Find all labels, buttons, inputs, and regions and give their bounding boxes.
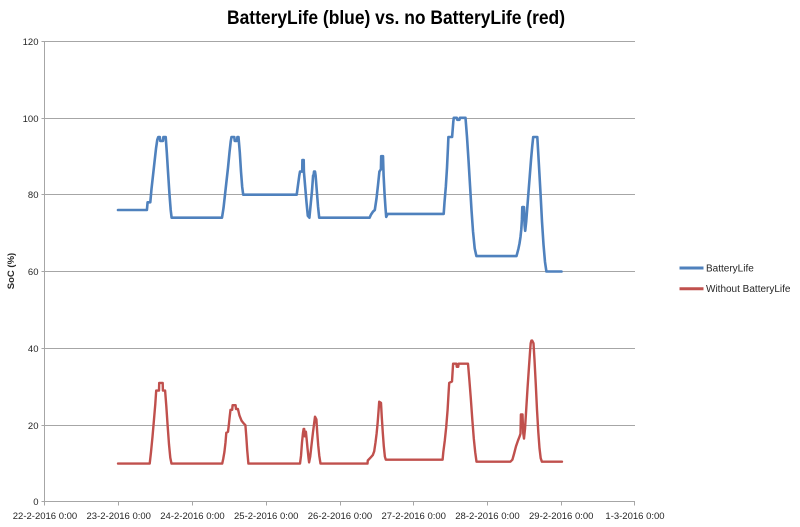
svg-text:27-2-2016 0:00: 27-2-2016 0:00 bbox=[382, 511, 446, 522]
svg-text:23-2-2016 0:00: 23-2-2016 0:00 bbox=[87, 511, 151, 522]
svg-text:1-3-2016 0:00: 1-3-2016 0:00 bbox=[605, 511, 664, 522]
svg-text:26-2-2016 0:00: 26-2-2016 0:00 bbox=[308, 511, 372, 522]
svg-text:60: 60 bbox=[28, 267, 39, 278]
svg-text:BatteryLife: BatteryLife bbox=[706, 264, 754, 275]
svg-text:SoC (%): SoC (%) bbox=[6, 253, 17, 289]
svg-text:120: 120 bbox=[23, 37, 39, 48]
svg-text:Without BatteryLife: Without BatteryLife bbox=[706, 284, 791, 295]
svg-text:24-2-2016 0:00: 24-2-2016 0:00 bbox=[160, 511, 224, 522]
svg-text:22-2-2016 0:00: 22-2-2016 0:00 bbox=[13, 511, 77, 522]
svg-text:40: 40 bbox=[28, 344, 39, 355]
svg-text:28-2-2016 0:00: 28-2-2016 0:00 bbox=[455, 511, 519, 522]
svg-text:BatteryLife (blue) vs. no Batt: BatteryLife (blue) vs. no BatteryLife (r… bbox=[227, 8, 565, 29]
svg-text:25-2-2016 0:00: 25-2-2016 0:00 bbox=[234, 511, 298, 522]
svg-text:29-2-2016 0:00: 29-2-2016 0:00 bbox=[529, 511, 593, 522]
svg-text:20: 20 bbox=[28, 421, 39, 432]
svg-text:80: 80 bbox=[28, 190, 39, 201]
svg-text:0: 0 bbox=[33, 497, 38, 508]
svg-text:100: 100 bbox=[23, 114, 39, 125]
